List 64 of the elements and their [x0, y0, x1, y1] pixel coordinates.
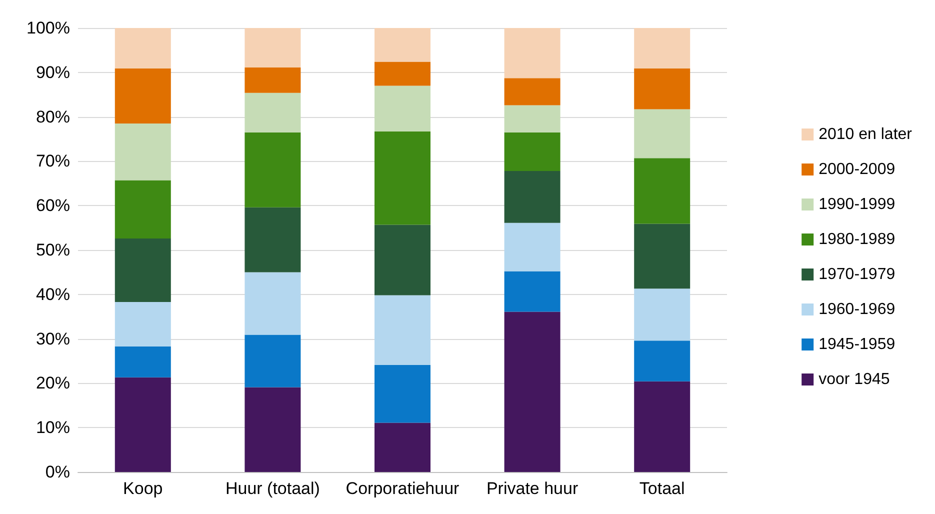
- bar: [504, 78, 560, 106]
- bar: [244, 28, 301, 68]
- bar: [374, 86, 430, 132]
- bar: [374, 28, 430, 62]
- bar: [504, 222, 560, 272]
- bar: [244, 207, 301, 272]
- bar: [244, 92, 301, 132]
- bar: [634, 68, 690, 110]
- y-tick-label: 20%: [36, 374, 70, 393]
- bar: [114, 123, 171, 180]
- bar: [634, 158, 690, 224]
- bar: [374, 422, 430, 472]
- bar: [114, 238, 171, 302]
- bar: [634, 109, 690, 158]
- x-tick-label: Huur (totaal): [225, 479, 320, 498]
- bar: [244, 272, 301, 335]
- bar: [504, 271, 560, 312]
- bar: [504, 312, 560, 472]
- bar: [374, 364, 430, 423]
- y-tick-label: 0%: [45, 462, 70, 482]
- y-tick-label: 90%: [36, 62, 70, 82]
- bar: [504, 170, 560, 223]
- legend-label: 1970-1979: [818, 266, 896, 283]
- bar: [634, 288, 690, 341]
- bar: [504, 28, 560, 78]
- bar: [244, 334, 301, 388]
- x-tick-label: Corporatiehuur: [346, 479, 460, 498]
- bar: [244, 132, 301, 208]
- bar: [114, 346, 171, 378]
- y-tick-label: 60%: [36, 196, 70, 216]
- bar: [114, 68, 171, 124]
- bar: [114, 377, 171, 472]
- bar: [634, 381, 690, 472]
- legend-label: 2010 en later: [818, 126, 913, 143]
- bar: [244, 68, 301, 93]
- legend-label: 1960-1969: [818, 301, 896, 318]
- y-tick-label: 80%: [36, 107, 70, 126]
- bar: [634, 28, 690, 68]
- y-tick-label: 30%: [36, 329, 70, 348]
- legend-label: voor 1945: [818, 371, 890, 388]
- x-tick-label: Private huur: [486, 479, 578, 498]
- bar: [504, 132, 560, 171]
- bar: [114, 28, 171, 68]
- bar: [374, 224, 430, 296]
- bar: [374, 131, 430, 225]
- bar: [244, 387, 301, 472]
- bar: [374, 295, 430, 365]
- legend-label: 2000-2009: [818, 161, 896, 178]
- bar: [114, 302, 171, 346]
- y-tick-label: 10%: [36, 418, 70, 438]
- y-tick-label: 70%: [36, 152, 70, 171]
- legend-label: 1945-1959: [818, 336, 896, 353]
- y-tick-label: 40%: [36, 284, 70, 304]
- legend-label: 1990-1999: [818, 196, 896, 213]
- y-tick-label: 100%: [26, 18, 70, 38]
- bar: [504, 105, 560, 132]
- bar: [634, 340, 690, 382]
- y-tick-label: 50%: [36, 240, 70, 260]
- x-tick-label: Totaal: [639, 479, 685, 498]
- bar: [634, 224, 690, 289]
- x-tick-label: Koop: [123, 479, 163, 498]
- bar: [374, 62, 430, 86]
- legend-label: 1980-1989: [818, 231, 896, 248]
- bar: [114, 180, 171, 238]
